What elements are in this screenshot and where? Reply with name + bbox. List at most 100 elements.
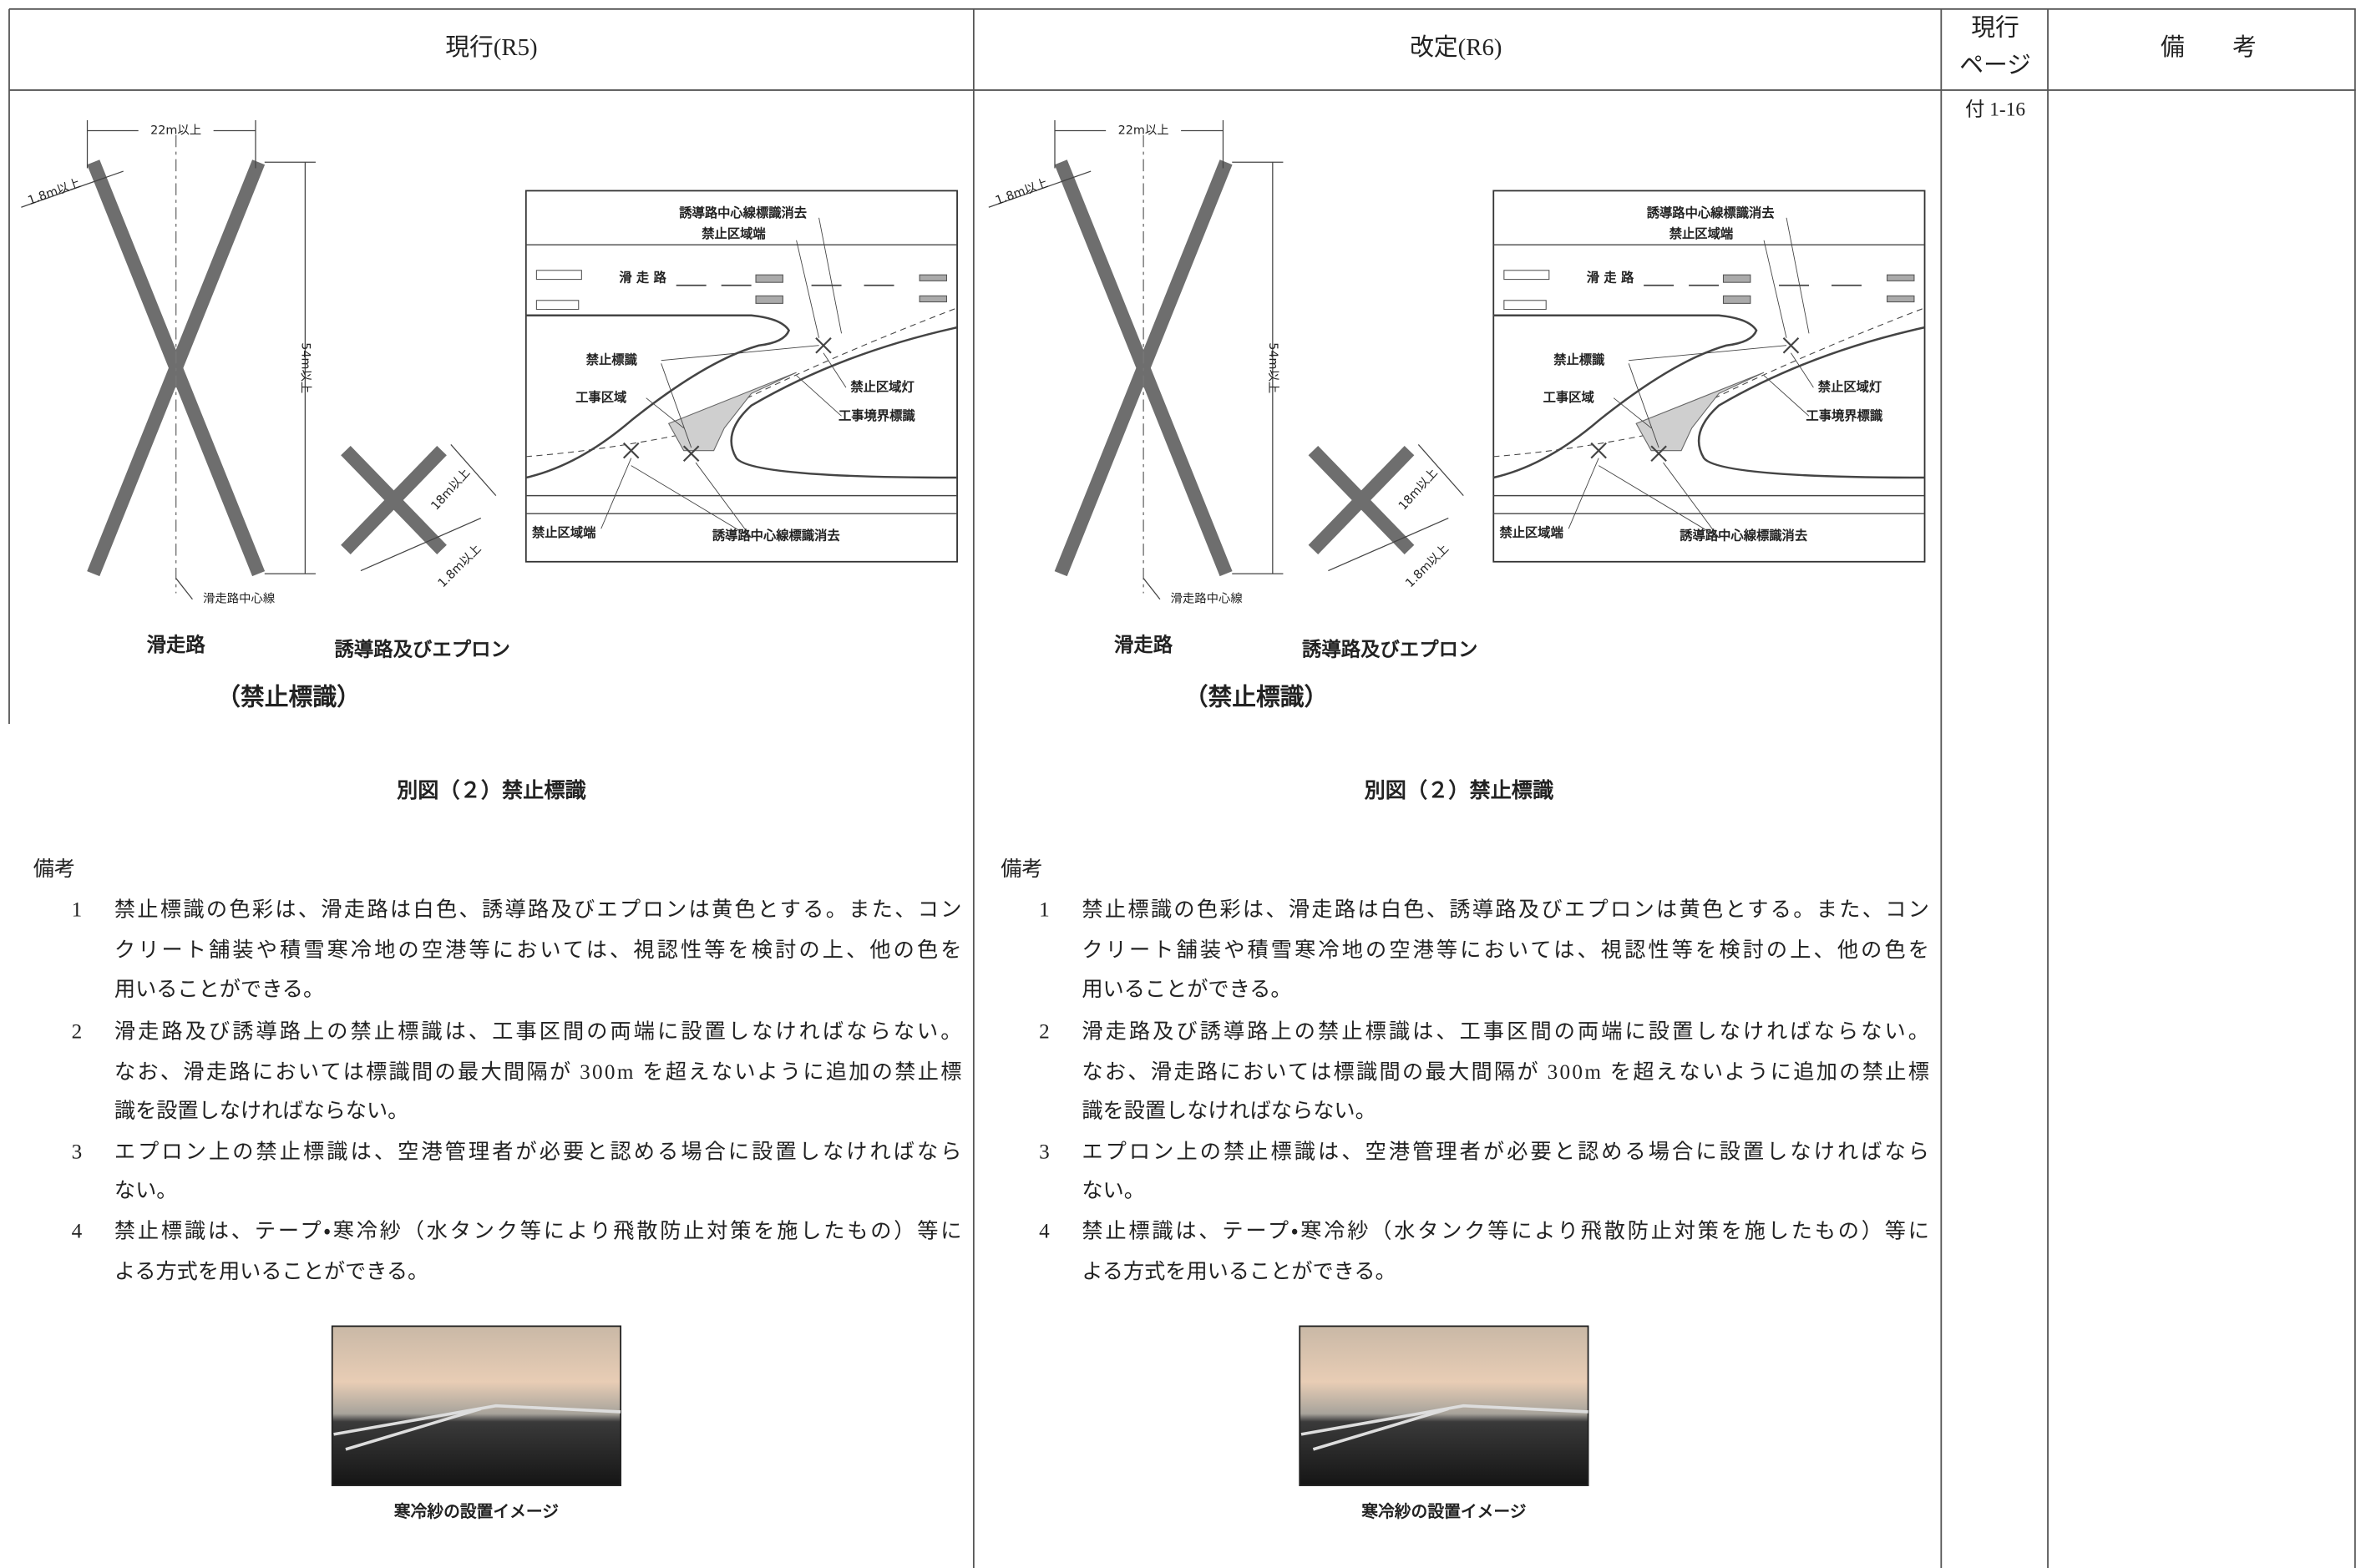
schematic-line — [815, 336, 832, 354]
leader — [1143, 578, 1161, 600]
dimension-label: 54m以上 — [298, 342, 312, 393]
schematic-line — [1650, 445, 1667, 463]
note-text: よる方式を用いることができる。 — [1082, 1260, 1396, 1283]
page-ref: 付 1-16 — [1965, 98, 2025, 120]
sign-name: （禁止標識） — [216, 682, 361, 711]
note-number: 3 — [1039, 1141, 1050, 1163]
note-text: 禁止標識の色彩は、滑走路は白色、誘導路及びエプロンは黄色とする。また、コン — [1082, 898, 1929, 922]
dimension-label: 22m以上 — [1118, 124, 1169, 138]
runway-label: 滑走路 — [1114, 633, 1173, 656]
runway-marking — [1887, 295, 1915, 303]
schematic — [524, 190, 958, 563]
schematic-label: 工事区域 — [575, 390, 626, 405]
work-area — [667, 372, 797, 452]
runway-marking — [1722, 274, 1751, 283]
note-text: 識を設置しなければならない。 — [1082, 1100, 1376, 1123]
runway-marking — [1503, 300, 1547, 311]
taxiway-label: 誘導路及びエプロン — [1302, 637, 1477, 660]
dim-line — [988, 170, 1092, 208]
note-number: 2 — [1039, 1020, 1050, 1043]
note-text: 滑走路及び誘導路上の禁止標識は、工事区間の両端に設置しなければならない。 — [114, 1019, 962, 1043]
header-remarks: 備 考 — [2161, 34, 2257, 61]
schematic-label: 禁止区域灯 — [1818, 380, 1882, 395]
runway-marking — [919, 274, 948, 281]
table-grid — [8, 8, 2356, 1568]
header-current: 現行(R5) — [445, 34, 537, 61]
header-page: 現行 — [1971, 15, 2019, 42]
photo-caption: 寒冷紗の設置イメージ — [393, 1502, 559, 1521]
schematic-label: 誘導路中心線標識消去 — [1647, 205, 1775, 220]
runway-marking — [1887, 274, 1915, 281]
dimension-label: 1.8m以上 — [994, 176, 1050, 208]
sign-name: （禁止標識） — [1184, 682, 1329, 711]
note-number: 3 — [72, 1141, 83, 1163]
note-number: 4 — [1039, 1221, 1050, 1243]
schematic-label: 誘導路中心線標識消去 — [712, 529, 840, 544]
photo-caption: 寒冷紗の設置イメージ — [1360, 1502, 1526, 1521]
schematic-label: 滑 走 路 — [1587, 270, 1634, 285]
note-text: 用いることができる。 — [114, 978, 324, 1001]
note-text: ない。 — [114, 1180, 178, 1202]
schematic-label: 禁止区域灯 — [850, 380, 914, 395]
runway-marking — [755, 295, 783, 304]
runway-marking — [919, 295, 948, 303]
schematic-line — [1493, 307, 1925, 458]
note-text: 禁止標識の色彩は、滑走路は白色、誘導路及びエプロンは黄色とする。また、コン — [114, 898, 962, 922]
notes-heading: 備考 — [33, 857, 75, 881]
runway-label: 滑走路 — [147, 633, 206, 656]
schematic-label: 禁止標識 — [1553, 352, 1605, 367]
note-text: クリート舗装や積雪寒冷地の空港等においては、視認性等を検討の上、他の色を — [1082, 938, 1929, 962]
note-text: エプロン上の禁止標識は、空港管理者が必要と認める場合に設置しなければなら — [1082, 1140, 1929, 1163]
taxi-x-bar — [1308, 446, 1415, 555]
schematic-line — [1568, 217, 1814, 539]
dimension-label: 1.8m以上 — [26, 176, 82, 208]
schematic-label: 誘導路中心線標識消去 — [679, 205, 807, 220]
schematic-line — [1492, 314, 1758, 479]
dim-line — [450, 444, 497, 497]
header-page: ページ — [1959, 53, 2031, 79]
dimension-label: 18m以上 — [428, 466, 473, 513]
note-text: 禁止標識は、テープ・寒冷紗（水タンク等により飛散防止対策を施したもの）等に — [1082, 1220, 1929, 1243]
schematic-line — [1590, 442, 1607, 459]
note-text: 滑走路及び誘導路上の禁止標識は、工事区間の両端に設置しなければならない。 — [1082, 1019, 1929, 1043]
dimension-label: 22m以上 — [150, 124, 201, 138]
schematic-line — [600, 217, 847, 539]
note-text: よる方式を用いることができる。 — [114, 1260, 428, 1283]
schematic-label: 禁止区域端 — [532, 525, 595, 540]
schematic-line — [525, 307, 958, 458]
dim-line — [1328, 518, 1449, 572]
dimension-label: 54m以上 — [1266, 342, 1280, 393]
note-text: なお、滑走路においては標識間の最大間隔が 300m を超えないように追加の禁止標 — [1082, 1060, 1929, 1084]
schematic-line — [1697, 326, 1925, 479]
schematic — [1492, 190, 1926, 563]
schematic-label: 誘導路中心線標識消去 — [1680, 529, 1807, 544]
schematic-label: 工事境界標識 — [839, 408, 915, 423]
schematic-line — [525, 314, 790, 479]
work-area — [1635, 372, 1765, 452]
schematic-label: 工事区域 — [1543, 390, 1594, 405]
figure-caption: 別図（２）禁止標識 — [1365, 778, 1554, 802]
runway-marking — [535, 270, 582, 281]
photo — [331, 1325, 622, 1486]
schematic-label: 工事境界標識 — [1806, 408, 1882, 423]
schematic-label: 滑 走 路 — [619, 270, 666, 285]
dim-line — [1417, 444, 1464, 497]
runway-marking — [1503, 270, 1550, 281]
note-text: なお、滑走路においては標識間の最大間隔が 300m を超えないように追加の禁止標 — [114, 1060, 962, 1084]
note-text: エプロン上の禁止標識は、空港管理者が必要と認める場合に設置しなければなら — [114, 1140, 962, 1163]
note-number: 4 — [72, 1221, 83, 1243]
header-revised: 改定(R6) — [1410, 34, 1502, 61]
schematic-line — [1782, 336, 1800, 354]
dim-line — [360, 518, 482, 572]
note-number: 2 — [72, 1020, 83, 1043]
schematic-frame — [1492, 190, 1926, 563]
leader — [175, 578, 193, 600]
schematic-frame — [524, 190, 958, 563]
schematic-label: 禁止標識 — [586, 352, 638, 367]
note-number: 1 — [72, 899, 83, 922]
runway-marking — [755, 274, 783, 283]
photo — [1299, 1325, 1589, 1486]
schematic-label: 禁止区域端 — [702, 226, 765, 241]
